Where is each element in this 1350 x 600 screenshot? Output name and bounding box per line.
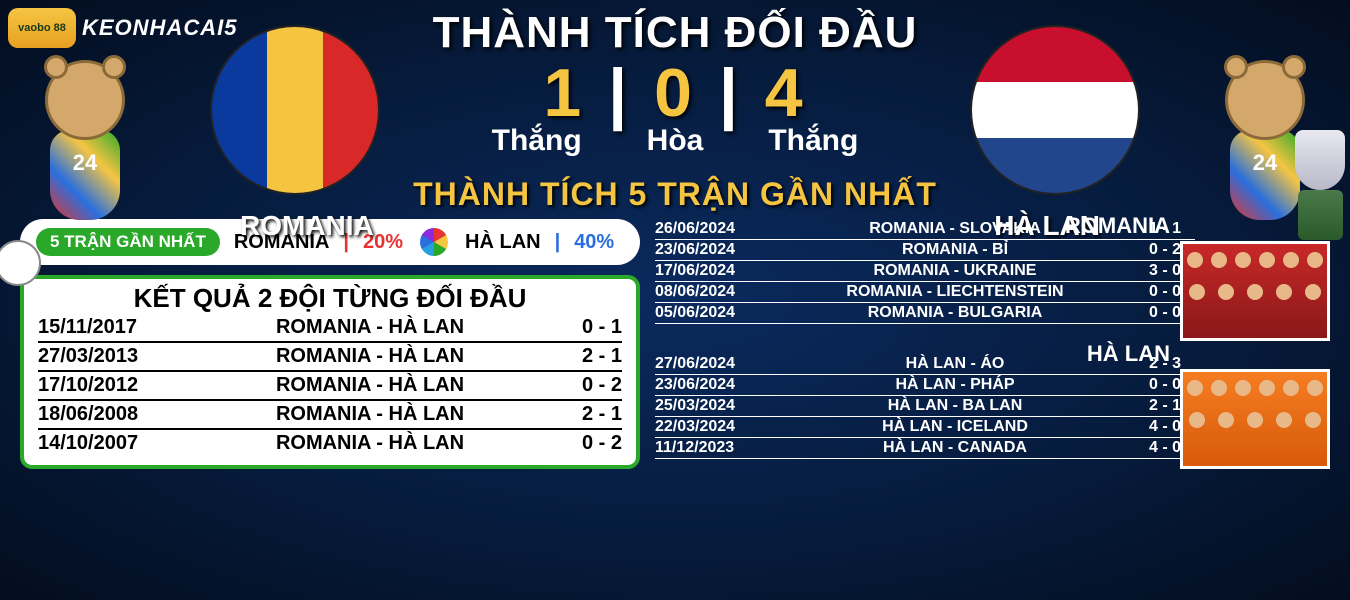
h2h-row: 17/10/2012ROMANIA - HÀ LAN0 - 2 (38, 372, 622, 401)
last5-row: 11/12/2023HÀ LAN - CANADA4 - 0 (655, 438, 1195, 459)
pct-value-b: 40% (574, 231, 614, 254)
label-win-left: Thắng (472, 124, 602, 158)
last5-row: 22/03/2024HÀ LAN - ICELAND4 - 0 (655, 417, 1195, 438)
h2h-row: 14/10/2007ROMANIA - HÀ LAN0 - 2 (38, 430, 622, 457)
h2h-summary: 1 | 0 | 4 Thắng Hòa Thắng (0, 54, 1350, 158)
pct-team-b: HÀ LAN (465, 231, 541, 254)
h2h-results-box: KẾT QUẢ 2 ĐỘI TỪNG ĐỐI ĐẦU 15/11/2017ROM… (20, 275, 640, 469)
h2h-box-title: KẾT QUẢ 2 ĐỘI TỪNG ĐỐI ĐẦU (38, 283, 622, 314)
last5-table-b: 27/06/2024HÀ LAN - ÁO2 - 323/06/2024HÀ L… (655, 354, 1195, 459)
label-draw: Hòa (610, 124, 740, 158)
last5-label-b: HÀ LAN (1087, 341, 1170, 367)
label-win-right: Thắng (748, 124, 878, 158)
subtitle: THÀNH TÍCH 5 TRẬN GẦN NHẤT (0, 176, 1350, 213)
last5-row: 17/06/2024ROMANIA - UKRAINE3 - 0 (655, 261, 1195, 282)
h2h-right-wins: 4 (765, 55, 807, 131)
team-photo-romania (1180, 241, 1330, 341)
last5-row: 23/06/2024HÀ LAN - PHÁP0 - 0 (655, 375, 1195, 396)
h2h-row: 18/06/2008ROMANIA - HÀ LAN2 - 1 (38, 401, 622, 430)
h2h-row: 15/11/2017ROMANIA - HÀ LAN0 - 1 (38, 314, 622, 343)
flag-netherlands (970, 25, 1140, 195)
logo-badge: vaobo 88 (8, 8, 76, 48)
euro-logo-icon (417, 225, 451, 259)
logo-site-text: KEONHACAI5 (82, 15, 237, 41)
last5-row: 25/03/2024HÀ LAN - BA LAN2 - 1 (655, 396, 1195, 417)
h2h-row: 27/03/2013ROMANIA - HÀ LAN2 - 1 (38, 343, 622, 372)
flag-romania (210, 25, 380, 195)
team-name-left: ROMANIA (240, 210, 374, 242)
last5-row: 08/06/2024ROMANIA - LIECHTENSTEIN0 - 0 (655, 282, 1195, 303)
brand-logo: vaobo 88 KEONHACAI5 (8, 8, 237, 48)
last5-row: 05/06/2024ROMANIA - BULGARIA0 - 0 (655, 303, 1195, 324)
mascot-left: 24 (10, 60, 160, 260)
last5-label-a: ROMANIA (1065, 213, 1170, 239)
h2h-draws: 0 (654, 55, 696, 131)
mascot-number: 24 (10, 150, 160, 176)
h2h-left-wins: 1 (543, 55, 585, 131)
team-photo-netherlands (1180, 369, 1330, 469)
last5-row: 23/06/2024ROMANIA - BỈ0 - 2 (655, 240, 1195, 261)
